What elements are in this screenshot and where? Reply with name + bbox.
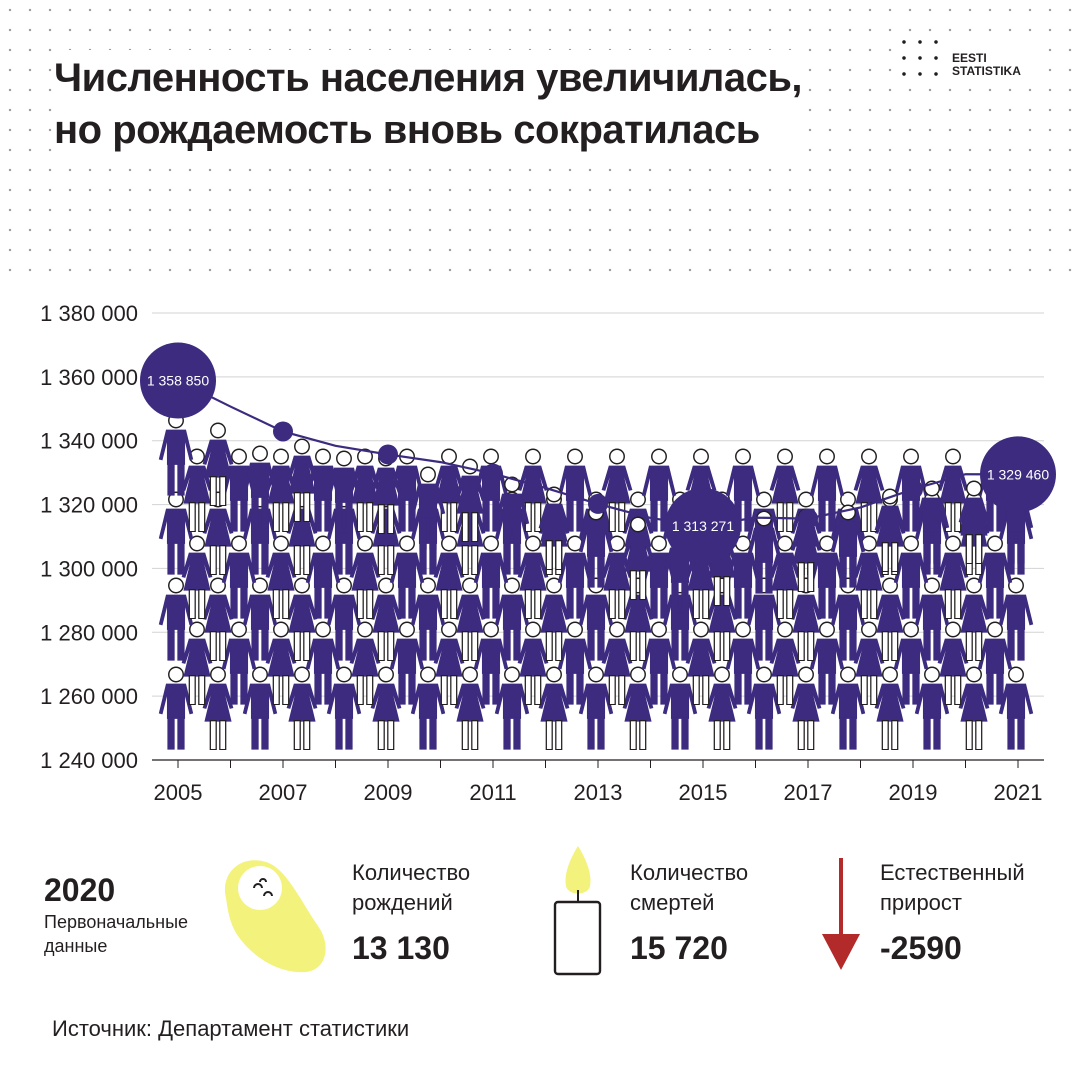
man-figure-icon: [998, 666, 1034, 750]
man-figure-icon: [242, 666, 278, 750]
highlight-bubble: [665, 488, 741, 565]
y-tick-label: 1 380 000: [40, 301, 138, 326]
births-value: 13 130: [352, 930, 450, 966]
stats-year: 2020: [44, 872, 116, 908]
down-arrow-icon: [822, 858, 860, 970]
x-tick-label: 2019: [889, 780, 938, 805]
natural-label-line-1: Естественный: [880, 860, 1025, 885]
highlight-bubble: [980, 436, 1056, 513]
y-tick-label: 1 240 000: [40, 748, 138, 773]
logo-dots-icon: [896, 34, 944, 82]
logo-text: EESTI STATISTIKA: [952, 52, 1021, 78]
woman-figure-icon: [705, 666, 739, 750]
deaths-label: Количество смертей: [630, 858, 748, 918]
woman-figure-icon: [453, 666, 487, 750]
man-figure-icon: [746, 666, 782, 750]
eesti-statistika-logo: EESTI STATISTIKA: [896, 34, 1046, 84]
births-label: Количество рождений: [352, 858, 470, 918]
y-tick-label: 1 260 000: [40, 684, 138, 709]
highlight-bubble: [140, 342, 216, 419]
woman-figure-icon: [369, 666, 403, 750]
y-tick-label: 1 320 000: [40, 493, 138, 518]
x-tick-label: 2021: [994, 780, 1043, 805]
x-tick-label: 2011: [469, 780, 516, 805]
y-tick-label: 1 360 000: [40, 365, 138, 390]
natural-label-line-2: прирост: [880, 890, 962, 915]
x-tick-label: 2013: [574, 780, 623, 805]
data-label: 1 313 271: [672, 518, 734, 534]
man-figure-icon: [662, 666, 698, 750]
man-figure-icon: [578, 666, 614, 750]
data-point: [483, 463, 503, 484]
man-figure-icon: [158, 666, 194, 750]
stats-panel: 2020 Первоначальные данные Количество ро…: [0, 840, 1080, 990]
y-tick-label: 1 280 000: [40, 620, 138, 645]
y-tick-label: 1 340 000: [40, 429, 138, 454]
woman-figure-icon: [621, 666, 655, 750]
woman-figure-icon: [873, 666, 907, 750]
deaths-label-line-1: Количество: [630, 860, 749, 885]
woman-figure-icon: [285, 666, 319, 750]
births-label-line-1: Количество: [352, 860, 471, 885]
logo-line-2: STATISTIKA: [952, 64, 1021, 78]
data-point: [378, 444, 398, 465]
man-figure-icon: [410, 666, 446, 750]
woman-figure-icon: [537, 666, 571, 750]
x-tick-label: 2009: [364, 780, 413, 805]
x-tick-label: 2017: [784, 780, 833, 805]
data-point: [798, 508, 818, 529]
man-figure-icon: [494, 666, 530, 750]
x-tick-label: 2007: [259, 780, 308, 805]
data-label: 1 358 850: [147, 373, 209, 389]
woman-figure-icon: [201, 666, 235, 750]
deaths-value: 15 720: [630, 930, 728, 966]
x-tick-label: 2015: [679, 780, 728, 805]
page-title: Численность населения увеличилась, но ро…: [52, 50, 809, 158]
candle-icon: [553, 846, 602, 976]
man-figure-icon: [914, 666, 950, 750]
man-figure-icon: [158, 412, 194, 496]
stats-note: Первоначальные данные: [44, 912, 189, 956]
logo-line-1: EESTI: [952, 51, 987, 65]
title-line-1: Численность населения увеличилась,: [54, 56, 803, 100]
population-chart: 1 240 000 1 260 000 1 280 000 1 300 000 1 32…: [40, 301, 1056, 805]
births-label-line-2: рождений: [352, 890, 453, 915]
data-point: [903, 479, 923, 500]
title-line-2: но рождаемость вновь сократилась: [54, 108, 760, 152]
y-tick-label: 1 300 000: [40, 556, 138, 581]
man-figure-icon: [830, 666, 866, 750]
data-label: 1 329 460: [987, 466, 1049, 482]
woman-figure-icon: [789, 666, 823, 750]
source-note: Источник: Департамент статистики: [52, 1016, 410, 1041]
swaddled-baby-icon: [224, 860, 326, 973]
natural-value: -2590: [880, 930, 962, 966]
natural-label: Естественный прирост: [880, 858, 1025, 918]
deaths-label-line-2: смертей: [630, 890, 715, 915]
data-point: [273, 421, 293, 442]
man-figure-icon: [326, 666, 362, 750]
x-tick-label: 2005: [154, 780, 203, 805]
woman-figure-icon: [957, 666, 991, 750]
data-point: [588, 493, 608, 514]
